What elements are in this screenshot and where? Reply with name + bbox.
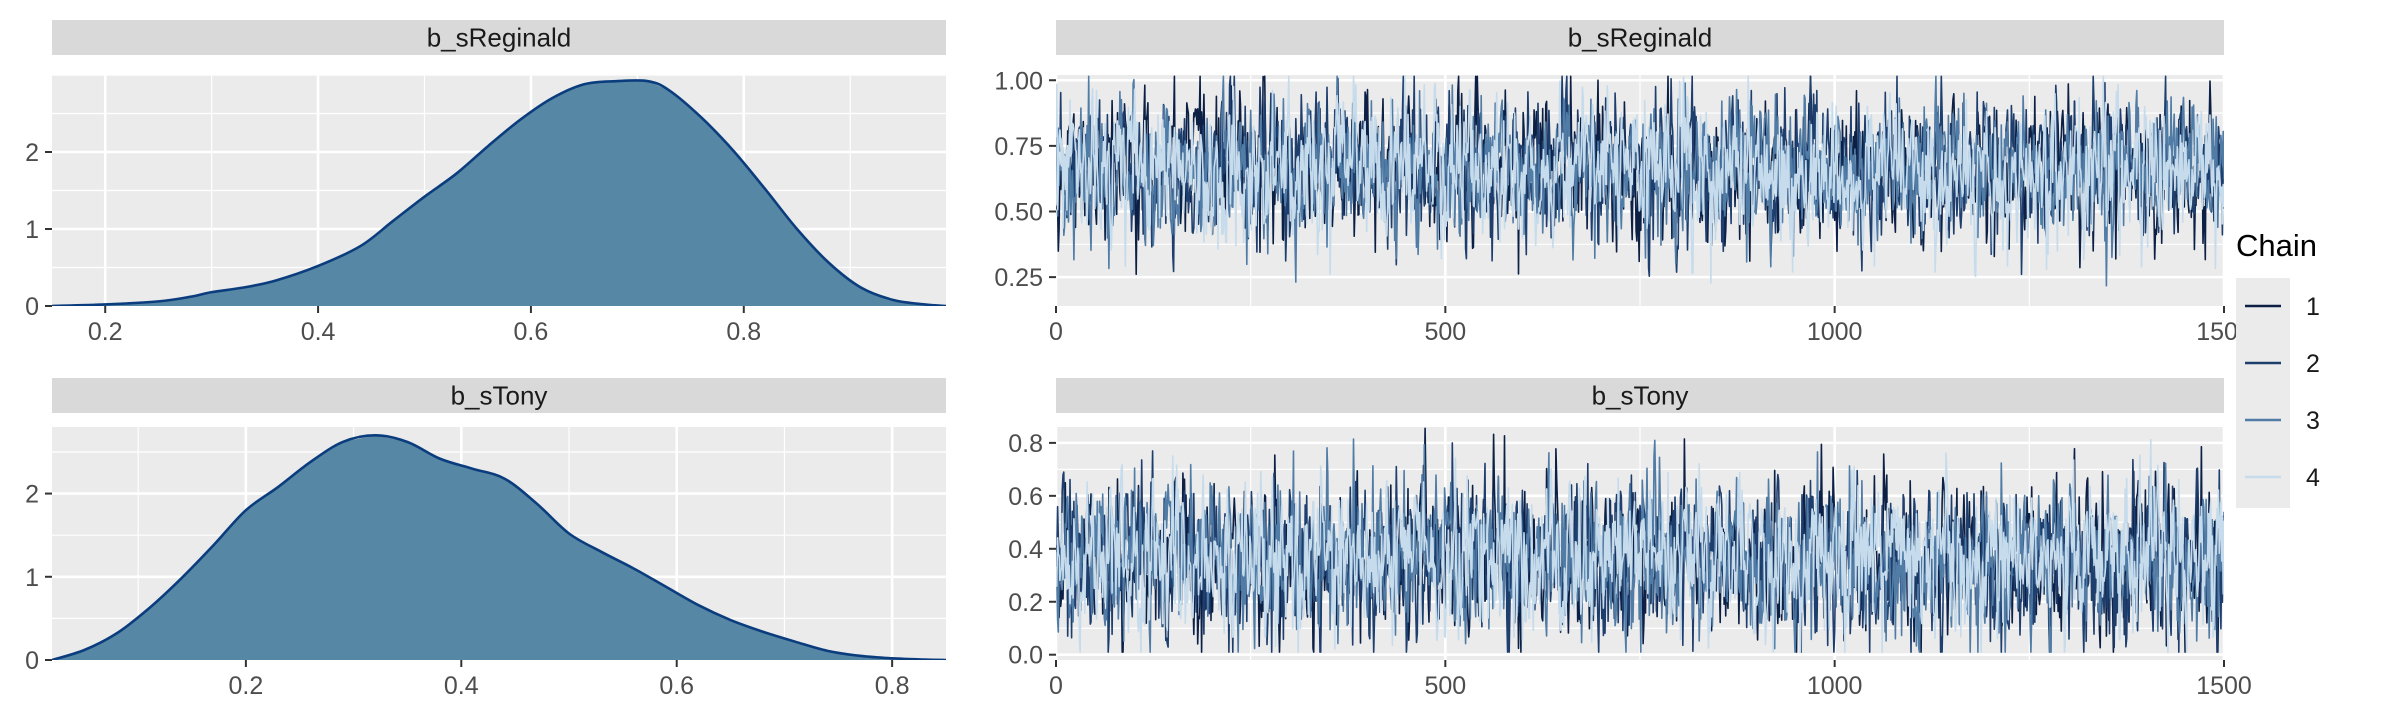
- facet-title: b_sReginald: [1568, 23, 1713, 53]
- facet-strip: [1056, 20, 2224, 55]
- facet-strip: [52, 378, 946, 413]
- trace-line-chain-4: [1056, 75, 2224, 284]
- density-outline: [52, 79, 946, 306]
- density-area: [52, 81, 946, 306]
- y-tick-label: 0: [25, 647, 39, 675]
- y-tick-label: 0.25: [994, 264, 1043, 292]
- y-tick-label: 0.4: [1008, 536, 1043, 564]
- x-tick-label: 0.4: [444, 672, 479, 700]
- y-tick-label: 2: [25, 481, 39, 509]
- x-tick-label: 500: [1424, 318, 1466, 346]
- data-layer: [1056, 75, 2224, 287]
- y-tick-label: 0.75: [994, 133, 1043, 161]
- x-tick-label: 1000: [1807, 318, 1863, 346]
- legend-label-chain-3: 3: [2306, 407, 2320, 435]
- x-tick-label: 1000: [1807, 672, 1863, 700]
- x-tick-label: 1500: [2196, 672, 2252, 700]
- density-outline: [52, 434, 946, 660]
- trace-panel-b-sTony: b_sTony 0 500 1000 1500 0.0 0.2 0.4 0.6 0.8: [1008, 378, 2252, 700]
- data-layer: [1056, 427, 2224, 653]
- legend-key-background: [2236, 278, 2290, 508]
- data-layer: [52, 434, 946, 660]
- x-tick-label: 0.8: [875, 672, 910, 700]
- y-tick-label: 0: [25, 293, 39, 321]
- x-tick-label: 0.6: [659, 672, 694, 700]
- y-tick-label: 0.0: [1008, 642, 1043, 670]
- x-tick-label: 0.4: [301, 318, 336, 346]
- facet-strip: [1056, 378, 2224, 413]
- trace-line-chain-4: [1056, 438, 2224, 653]
- legend-label-chain-1: 1: [2306, 293, 2320, 321]
- y-tick-label: 0.50: [994, 199, 1043, 227]
- y-tick-label: 2: [25, 139, 39, 167]
- chain-legend: Chain 1 2 3 4: [2236, 228, 2320, 508]
- y-tick-label: 0.8: [1008, 430, 1043, 458]
- x-tick-label: 0.6: [514, 318, 549, 346]
- legend-label-chain-4: 4: [2306, 464, 2320, 492]
- x-tick-label: 0.8: [726, 318, 761, 346]
- y-tick-label: 1: [25, 564, 39, 592]
- x-tick-label: 0.2: [228, 672, 263, 700]
- facet-title: b_sTony: [451, 381, 548, 411]
- facet-title: b_sTony: [1592, 381, 1689, 411]
- x-tick-label: 0.2: [88, 318, 123, 346]
- x-tick-label: 0: [1049, 318, 1063, 346]
- y-tick-label: 1: [25, 216, 39, 244]
- x-tick-label: 500: [1424, 672, 1466, 700]
- data-layer: [52, 79, 946, 306]
- y-tick-label: 0.6: [1008, 483, 1043, 511]
- density-area: [52, 435, 946, 660]
- y-tick-label: 0.2: [1008, 589, 1043, 617]
- density-panel-b-sReginald: b_sReginald 0.2 0.4 0.6 0.8 0 1 2: [25, 20, 946, 346]
- legend-label-chain-2: 2: [2306, 350, 2320, 378]
- facet-strip: [52, 20, 946, 55]
- x-tick-label: 0: [1049, 672, 1063, 700]
- y-tick-label: 1.00: [994, 67, 1043, 95]
- legend-title: Chain: [2236, 228, 2317, 263]
- trace-line-chain-2: [1056, 442, 2224, 653]
- density-panel-b-sTony: b_sTony 0.2 0.4 0.6 0.8 0 1 2: [25, 378, 946, 700]
- facet-title: b_sReginald: [427, 23, 572, 53]
